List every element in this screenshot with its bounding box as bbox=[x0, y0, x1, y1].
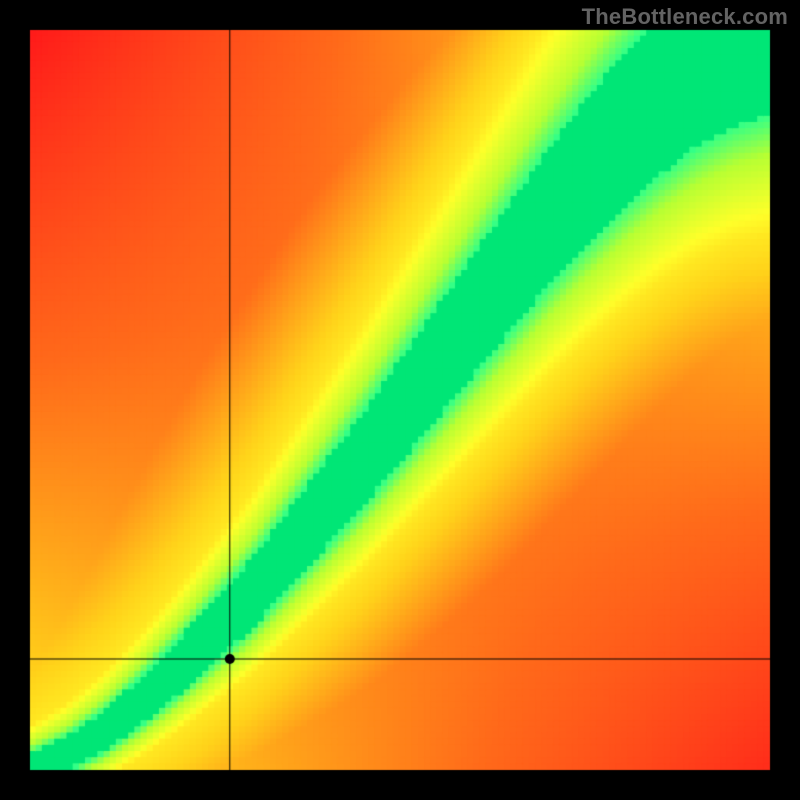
chart-container: TheBottleneck.com bbox=[0, 0, 800, 800]
bottleneck-heatmap bbox=[0, 0, 800, 800]
watermark-text: TheBottleneck.com bbox=[582, 4, 788, 30]
